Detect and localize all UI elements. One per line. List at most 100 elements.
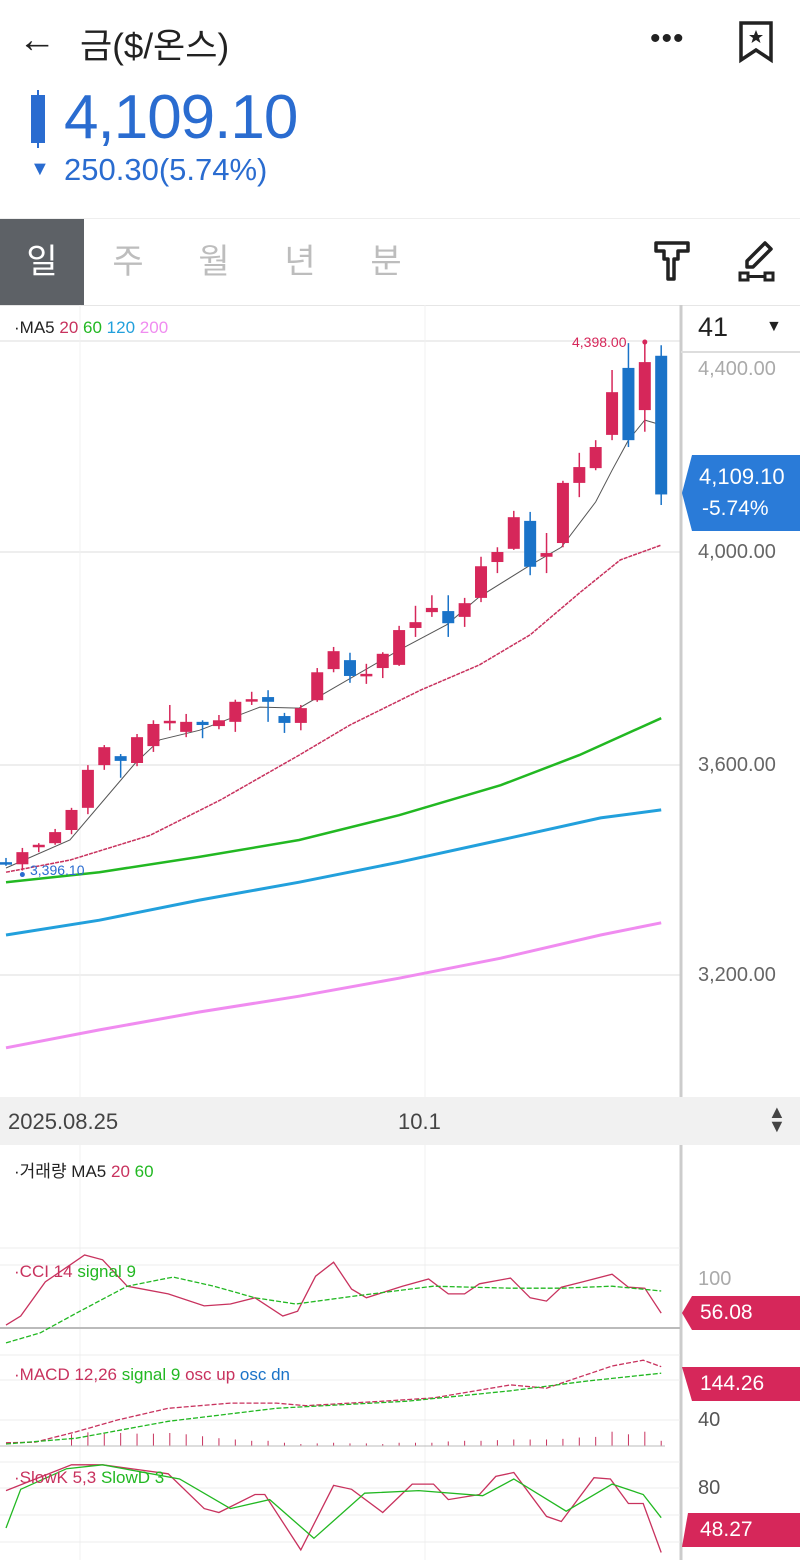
candle-body	[442, 611, 455, 624]
ma20-line	[5, 544, 662, 873]
candle	[343, 652, 356, 683]
candle	[229, 699, 242, 732]
candle	[393, 625, 406, 666]
high-marker	[642, 339, 648, 345]
candle-body	[425, 607, 438, 613]
cci-signal-label: signal 9	[77, 1262, 136, 1281]
caret-down-icon[interactable]: ▼	[766, 318, 782, 335]
candle-body	[245, 699, 258, 702]
candle	[638, 342, 651, 432]
candle-body	[196, 721, 209, 726]
candle-body	[606, 392, 619, 435]
candle	[16, 847, 29, 871]
down-triangle-icon: ▼	[30, 158, 50, 180]
candle-body	[262, 697, 275, 702]
slow-legend: ·SlowK 5,3 SlowD 3	[14, 1468, 164, 1488]
candle	[147, 720, 160, 752]
candle-body	[229, 701, 242, 722]
page-title: 금($/온스)	[80, 27, 230, 66]
price-change: 250.30(5.74%)	[64, 152, 268, 187]
candle	[81, 765, 94, 815]
candle-body	[65, 809, 78, 830]
ma120-legend: 120	[106, 318, 136, 337]
candle-body	[655, 355, 668, 495]
slow-value: 48.27	[700, 1518, 753, 1541]
cci-value: 56.08	[700, 1301, 753, 1324]
candle-body	[491, 552, 504, 563]
candle-body	[343, 660, 356, 676]
ma200-line	[5, 921, 662, 1050]
volume-ma20: 20	[111, 1162, 130, 1181]
drawing-tool-button[interactable]	[737, 239, 777, 288]
candle	[606, 370, 619, 441]
current-price-tag	[682, 455, 800, 531]
axis-label-4400: 4,400.00	[698, 358, 776, 380]
candle-body	[114, 756, 127, 761]
candle-body	[540, 553, 553, 557]
candle	[114, 754, 127, 778]
period-tabs: 일 주 월 년 분	[0, 218, 800, 306]
candle-body	[0, 862, 12, 865]
candle	[131, 733, 144, 767]
tab-minute[interactable]: 분	[370, 243, 402, 281]
candle	[376, 652, 389, 679]
cci-signal-line	[5, 1276, 662, 1344]
bookmark-star-icon	[739, 21, 773, 64]
candle	[655, 345, 668, 506]
tab-year[interactable]: 년	[284, 243, 316, 281]
candle-body	[180, 721, 193, 732]
tab-week[interactable]: 주	[112, 243, 144, 281]
candle	[65, 807, 78, 835]
candle-body	[131, 737, 144, 763]
candle	[0, 857, 12, 866]
candle-body	[589, 447, 602, 469]
candle	[491, 547, 504, 574]
candle-body	[458, 603, 471, 617]
candle-body	[638, 362, 651, 411]
candle	[180, 713, 193, 738]
cci-line	[5, 1254, 662, 1326]
indicator-tool-button[interactable]	[652, 239, 692, 288]
candle	[98, 745, 111, 770]
sort-updown-icon[interactable]: ▲ ▼	[768, 1102, 786, 1136]
tag-percent: -5.74%	[702, 497, 769, 520]
axis-label-4000: 4,000.00	[698, 541, 776, 563]
candle-count[interactable]: 41	[698, 312, 729, 342]
candle-body	[393, 630, 406, 665]
candle	[425, 595, 438, 617]
tag-price: 4,109.10	[699, 464, 785, 489]
candle	[196, 720, 209, 739]
candle	[262, 690, 275, 722]
bookmark-button[interactable]	[738, 20, 774, 69]
volume-legend: ·거래량 MA5 20 60	[14, 1157, 154, 1182]
axis-label-3200: 3,200.00	[698, 964, 776, 986]
back-button[interactable]: ←	[18, 20, 56, 60]
tab-day[interactable]: 일	[0, 219, 84, 305]
candle-body	[32, 844, 45, 848]
candle-body	[507, 517, 520, 549]
date-label-start: 2025.08.25	[8, 1109, 119, 1134]
more-button[interactable]: •••	[650, 22, 685, 56]
slowd-label: SlowD 3	[100, 1468, 165, 1487]
candle	[409, 605, 422, 637]
macd-value-tag	[682, 1367, 800, 1401]
date-label-mid: 10.1	[398, 1109, 441, 1134]
slow-axis-label: 80	[698, 1477, 721, 1499]
candle-body	[360, 673, 373, 677]
candle-icon	[31, 90, 45, 148]
candle	[589, 440, 602, 471]
macd-label: ·MACD 12,26	[14, 1365, 117, 1384]
candle-body	[16, 852, 29, 865]
candle-body	[573, 467, 586, 483]
candle	[311, 668, 324, 702]
axis-label-3600: 3,600.00	[698, 754, 776, 776]
candle	[458, 597, 471, 627]
macd-signal-line	[5, 1372, 662, 1445]
candle	[327, 646, 340, 673]
candle	[294, 704, 307, 731]
cci-legend: ·CCI 14 signal 9	[14, 1262, 136, 1282]
tab-month[interactable]: 월	[198, 243, 230, 281]
slow-value-tag	[682, 1513, 800, 1547]
date-axis[interactable]: 2025.08.25 10.1 ▲ ▼	[0, 1097, 800, 1145]
